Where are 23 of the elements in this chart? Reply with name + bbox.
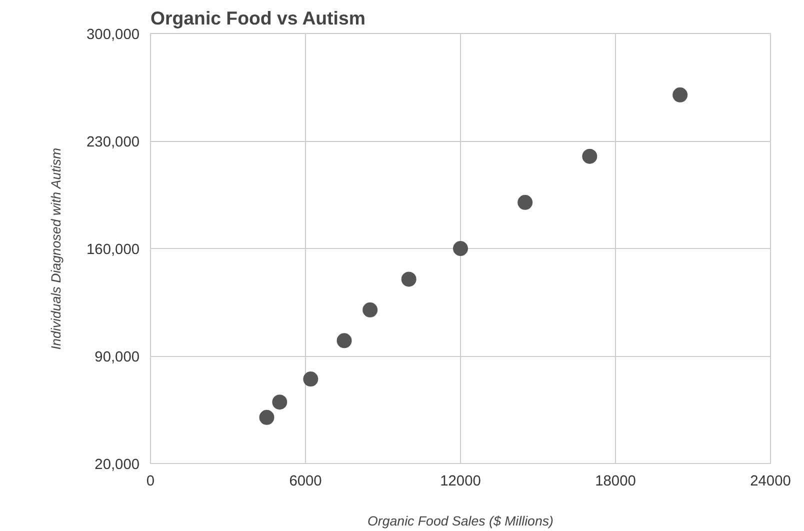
x-tick-label: 6000 <box>289 474 322 490</box>
x-tick-label: 18000 <box>595 474 636 490</box>
point <box>518 194 533 210</box>
x-axis-title: Organic Food Sales ($ Millions) <box>368 514 554 528</box>
point <box>453 241 468 256</box>
point <box>362 302 378 318</box>
y-tick-label: 300,000 <box>86 27 140 43</box>
x-tick-label: 12000 <box>440 474 481 490</box>
point <box>259 410 274 425</box>
y-axis-title: Individuals Diagnosed with Autism <box>48 148 64 350</box>
point <box>401 272 416 287</box>
x-tick-label: 0 <box>146 474 155 490</box>
point <box>582 148 598 164</box>
y-tick-label: 90,000 <box>94 350 140 366</box>
y-tick-label: 230,000 <box>86 134 140 150</box>
point <box>272 394 288 410</box>
point <box>336 333 352 348</box>
x-tick-label: 24000 <box>750 474 791 490</box>
y-tick-label: 20,000 <box>94 457 140 473</box>
point <box>672 87 688 102</box>
y-tick-label: 160,000 <box>86 242 140 258</box>
chart-title: Organic Food vs Autism <box>150 8 366 28</box>
point <box>303 372 318 387</box>
